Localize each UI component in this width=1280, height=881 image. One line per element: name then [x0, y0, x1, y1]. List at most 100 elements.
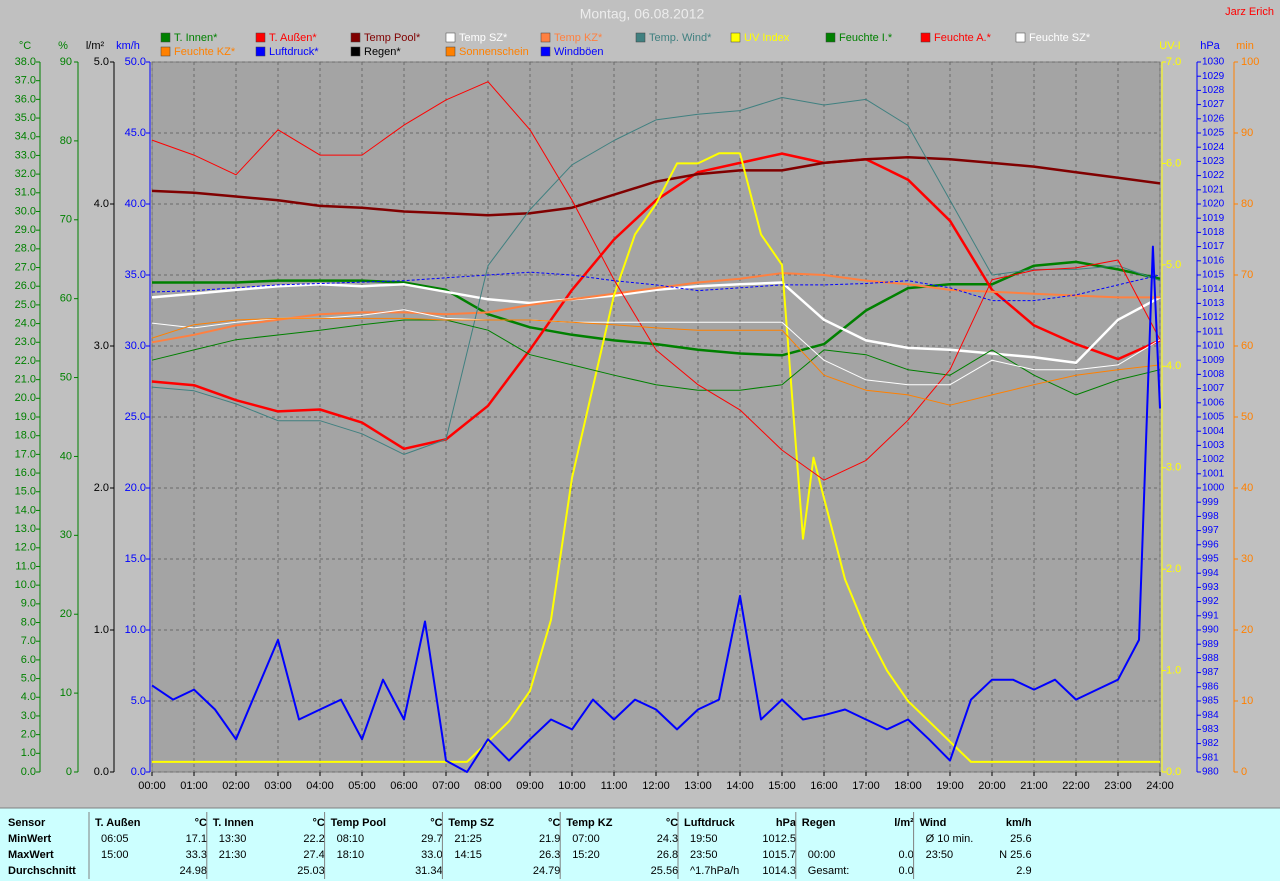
- table-row-label: MinWert: [8, 833, 52, 845]
- y-tick-label: 16.0: [15, 467, 36, 479]
- table-cell: 26.8: [657, 849, 678, 861]
- y-tick-label: 31.0: [15, 187, 36, 199]
- table-cell: 1014.3: [762, 865, 796, 877]
- y-tick-label: 14.0: [15, 504, 36, 516]
- y-tick-label: 3.0: [21, 710, 36, 722]
- series-line: [151, 97, 1161, 455]
- y-tick-label: 980: [1202, 767, 1219, 778]
- y-tick-label: 30.0: [15, 205, 36, 217]
- y-tick-label: 22.0: [15, 355, 36, 367]
- y-tick-label: 1017: [1202, 241, 1225, 252]
- y-tick-label: 1003: [1202, 440, 1225, 451]
- y-tick-label: 984: [1202, 710, 1219, 721]
- y-tick-label: 20: [60, 608, 72, 620]
- y-tick-label: 998: [1202, 511, 1219, 522]
- y-tick-label: 1.0: [1166, 664, 1181, 676]
- legend-swatch: [540, 46, 551, 57]
- x-tick-label: 12:00: [642, 780, 670, 792]
- y-tick-label: 1001: [1202, 468, 1225, 479]
- y-tick-label: 35.0: [15, 112, 36, 124]
- y-tick-label: 994: [1202, 568, 1219, 579]
- y-tick-label: 1013: [1202, 298, 1225, 309]
- y-tick-label: 0: [1241, 766, 1247, 778]
- y-tick-label: 60: [1241, 340, 1253, 352]
- y-tick-label: 32.0: [15, 168, 36, 180]
- y-tick-label: 1018: [1202, 227, 1225, 238]
- series-line: [151, 272, 1160, 344]
- table-cell: 24.79: [533, 865, 561, 877]
- x-tick-label: 21:00: [1020, 780, 1048, 792]
- table-cell: 1015.7: [762, 849, 796, 861]
- legend-swatch: [730, 32, 741, 43]
- y-tick-label: 50: [1241, 411, 1253, 423]
- table-cell: 29.7: [421, 833, 442, 845]
- y-tick-label: 988: [1202, 653, 1219, 664]
- y-tick-label: 13.0: [15, 523, 36, 535]
- y-tick-label: 1015: [1202, 270, 1225, 281]
- y-tick-label: 5.0: [1166, 259, 1181, 271]
- y-tick-label: 30.0: [125, 340, 146, 352]
- legend-swatch: [445, 32, 456, 43]
- y-tick-label: 10: [60, 687, 72, 699]
- y-tick-label: 1002: [1202, 454, 1225, 465]
- y-tick-label: 992: [1202, 596, 1219, 607]
- x-tick-label: 01:00: [180, 780, 208, 792]
- y-tick-label: 995: [1202, 554, 1219, 565]
- y-tick-label: 1019: [1202, 213, 1225, 224]
- y-tick-label: 1000: [1202, 483, 1225, 494]
- axis-title: min: [1236, 40, 1254, 52]
- series-line: [151, 81, 1161, 481]
- y-tick-label: 18.0: [15, 430, 36, 442]
- x-tick-label: 03:00: [264, 780, 292, 792]
- x-tick-label: 13:00: [684, 780, 712, 792]
- y-tick-label: 11.0: [15, 560, 36, 572]
- y-tick-label: 25.0: [15, 299, 36, 311]
- x-tick-label: 04:00: [306, 780, 334, 792]
- table-cell: 33.0: [421, 849, 442, 861]
- y-tick-label: 2.0: [94, 482, 109, 494]
- series-line: [151, 245, 1161, 773]
- y-tick-label: 1011: [1202, 326, 1224, 337]
- x-tick-label: 17:00: [852, 780, 880, 792]
- y-tick-label: 15.0: [15, 486, 36, 498]
- table-unit: °C: [548, 817, 560, 829]
- y-tick-label: 1.0: [94, 624, 109, 636]
- y-tick-label: 17.0: [15, 448, 36, 460]
- y-tick-label: 982: [1202, 738, 1219, 749]
- y-tick-label: 70: [60, 214, 72, 226]
- legend-swatch: [445, 46, 456, 57]
- legend-label: Temp. Wind*: [649, 32, 712, 44]
- table-unit: °C: [312, 817, 324, 829]
- y-tick-label: 991: [1202, 610, 1219, 621]
- legend-swatch: [160, 46, 171, 57]
- legend-label: Feuchte KZ*: [174, 46, 236, 58]
- y-tick-label: 34.0: [15, 131, 36, 143]
- series-line: [151, 281, 1161, 365]
- y-tick-label: 983: [1202, 724, 1219, 735]
- y-tick-label: 1010: [1202, 341, 1225, 352]
- y-tick-label: 7.0: [1166, 56, 1181, 68]
- legend-swatch: [635, 32, 646, 43]
- y-tick-label: 5.0: [131, 695, 146, 707]
- table-cell: 13:30: [219, 833, 247, 845]
- y-tick-label: 0.0: [1166, 766, 1181, 778]
- table-cell: 18:10: [337, 849, 365, 861]
- legend-label: Regen*: [364, 46, 401, 58]
- y-tick-label: 10.0: [125, 624, 146, 636]
- legend-label: Feuchte I.*: [839, 32, 893, 44]
- y-tick-label: 30: [1241, 553, 1253, 565]
- y-tick-label: 989: [1202, 639, 1219, 650]
- y-tick-label: 37.0: [15, 75, 36, 87]
- y-tick-label: 993: [1202, 582, 1219, 593]
- legend-label: Temp KZ*: [554, 32, 603, 44]
- y-tick-label: 1012: [1202, 312, 1225, 323]
- table-row-label: Durchschnitt: [8, 865, 76, 877]
- y-tick-label: 30: [60, 529, 72, 541]
- y-tick-label: 2.0: [1166, 563, 1181, 575]
- legend-swatch: [1015, 32, 1026, 43]
- y-tick-label: 1028: [1202, 85, 1225, 96]
- y-tick-label: 996: [1202, 539, 1219, 550]
- y-tick-label: 6.0: [1166, 157, 1181, 169]
- table-cell: ^1.7hPa/h: [690, 865, 739, 877]
- x-tick-label: 06:00: [390, 780, 418, 792]
